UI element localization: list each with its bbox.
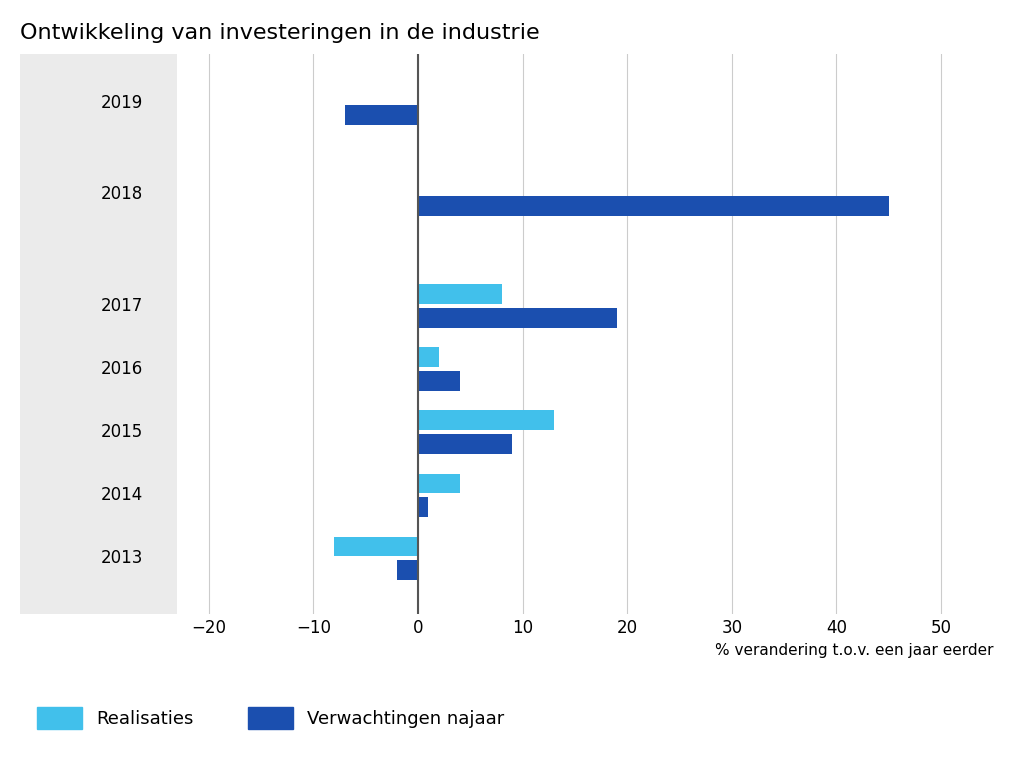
Text: 2017: 2017 — [100, 297, 143, 315]
Bar — [418, 474, 460, 493]
Text: Ontwikkeling van investeringen in de industrie: Ontwikkeling van investeringen in de ind… — [20, 23, 540, 43]
Bar — [418, 371, 460, 391]
Bar — [418, 434, 512, 454]
Legend: Realisaties, Verwachtingen najaar: Realisaties, Verwachtingen najaar — [30, 700, 512, 736]
Bar — [334, 537, 418, 556]
Text: 2019: 2019 — [100, 94, 143, 112]
Text: 2013: 2013 — [100, 549, 143, 568]
Bar — [418, 410, 554, 430]
Bar — [345, 105, 418, 124]
Text: 2014: 2014 — [100, 486, 143, 505]
Bar — [418, 498, 428, 517]
Bar — [418, 284, 502, 304]
Bar — [418, 196, 889, 216]
Bar — [397, 561, 418, 580]
Text: 2018: 2018 — [100, 185, 143, 203]
Text: 2015: 2015 — [100, 423, 143, 441]
Bar — [418, 347, 439, 367]
Bar — [418, 308, 616, 328]
X-axis label: % verandering t.o.v. een jaar eerder: % verandering t.o.v. een jaar eerder — [715, 643, 993, 658]
Text: 2016: 2016 — [100, 360, 143, 378]
